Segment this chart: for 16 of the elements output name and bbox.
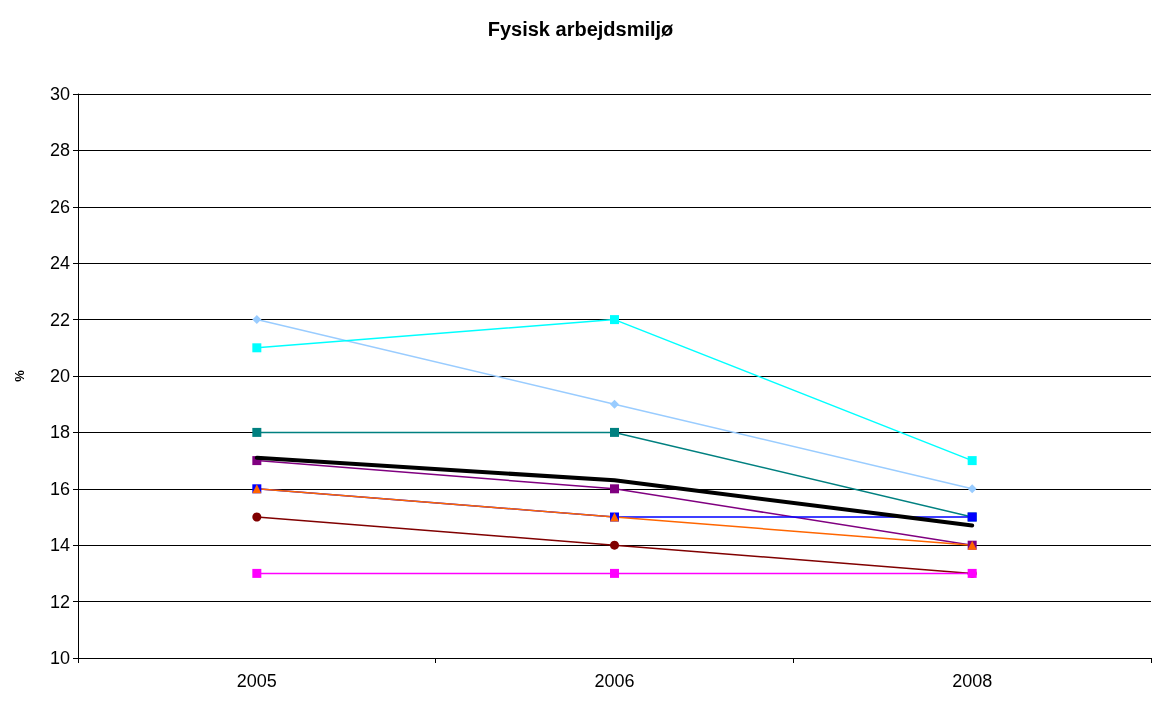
y-tick-label: 16: [49, 478, 70, 499]
y-tick-label: 30: [49, 84, 70, 104]
y-tick-label: 18: [49, 422, 70, 443]
x-tick-label: 2006: [594, 671, 635, 691]
x-tick-label: 2008: [952, 671, 993, 691]
x-tick-label: 2005: [236, 671, 277, 691]
y-tick-label: 20: [49, 366, 70, 386]
y-tick-label: 10: [49, 648, 70, 668]
y-tick-label: 26: [49, 196, 70, 217]
y-tick-label: 22: [49, 309, 70, 330]
y-tick-label: 24: [49, 253, 70, 274]
y-tick-label: 14: [49, 535, 70, 556]
y-tick-label: 28: [49, 140, 70, 161]
y-axis-title: %: [12, 369, 27, 382]
y-tick-label: 12: [49, 591, 70, 612]
chart-title: Fysisk arbejdsmiljø: [487, 18, 675, 40]
